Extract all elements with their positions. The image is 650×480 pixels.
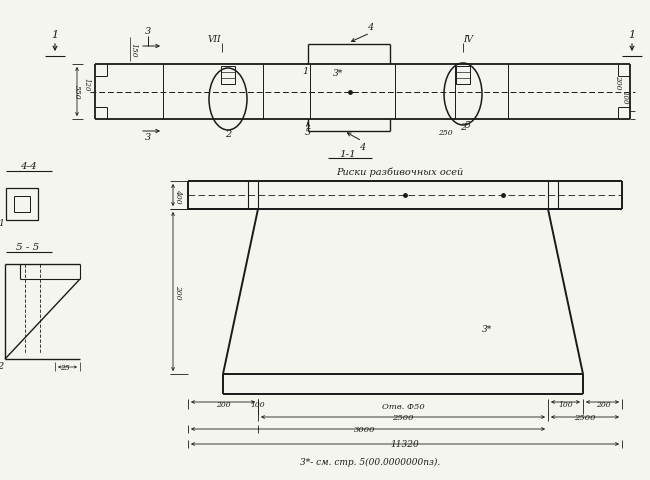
Bar	[456, 67, 470, 85]
Text: IV: IV	[463, 36, 473, 45]
Text: VII: VII	[207, 36, 221, 45]
Text: 5 - 5: 5 - 5	[16, 243, 40, 252]
Text: 1: 1	[629, 30, 636, 40]
Text: 5: 5	[465, 120, 471, 129]
Text: Риски разбивочных осей: Риски разбивочных осей	[337, 167, 463, 176]
Text: 3*: 3*	[333, 68, 343, 77]
Text: 200: 200	[595, 400, 610, 408]
Text: 1: 1	[51, 30, 58, 40]
Text: 4-4: 4-4	[20, 162, 36, 171]
Text: 100: 100	[559, 400, 573, 408]
Text: 4: 4	[359, 143, 365, 152]
Text: 400: 400	[174, 188, 182, 203]
Text: 3*: 3*	[482, 325, 492, 334]
Text: 100: 100	[251, 400, 265, 408]
Bar	[221, 67, 235, 85]
Text: 100: 100	[621, 91, 629, 105]
Text: 2500: 2500	[574, 413, 596, 421]
Text: 4: 4	[367, 24, 373, 33]
Text: 1: 1	[302, 67, 308, 76]
Bar	[14, 197, 30, 213]
Text: 3: 3	[145, 133, 151, 142]
Text: 200: 200	[216, 400, 230, 408]
Bar	[6, 189, 38, 220]
Text: 3*- см. стр. 5(00.0000000пз).: 3*- см. стр. 5(00.0000000пз).	[300, 456, 440, 466]
Text: 3000: 3000	[354, 425, 376, 433]
Text: 2: 2	[0, 362, 3, 371]
Text: 250: 250	[437, 129, 452, 137]
Text: 1-1: 1-1	[340, 150, 356, 159]
Text: 150: 150	[129, 43, 137, 57]
Text: 200: 200	[174, 284, 182, 299]
Text: 200: 200	[614, 74, 622, 89]
Text: 2500: 2500	[392, 413, 414, 421]
Text: 120: 120	[83, 78, 91, 92]
Text: 550: 550	[73, 84, 81, 99]
Text: 25: 25	[60, 363, 70, 371]
Text: 11320: 11320	[391, 440, 419, 449]
Text: Отв. Ф50: Отв. Ф50	[382, 402, 424, 410]
Text: 3: 3	[145, 27, 151, 36]
Text: 2: 2	[460, 123, 466, 132]
Text: 2: 2	[225, 130, 231, 139]
Text: 5: 5	[305, 128, 311, 137]
Text: 1: 1	[0, 219, 4, 228]
